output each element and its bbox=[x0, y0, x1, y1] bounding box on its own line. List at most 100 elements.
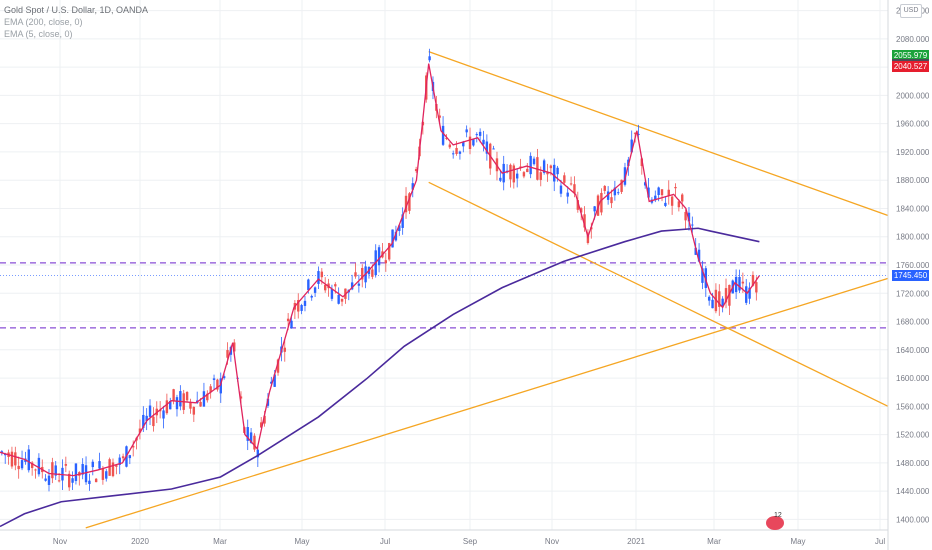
trendline bbox=[428, 181, 889, 407]
candle-body bbox=[462, 141, 465, 147]
candle-body bbox=[458, 151, 462, 154]
candle-body bbox=[515, 173, 519, 179]
candle-body bbox=[216, 379, 219, 390]
x-tick-label: Mar bbox=[707, 537, 721, 546]
candle-body bbox=[249, 432, 253, 443]
candle-body bbox=[98, 461, 101, 469]
candle-body bbox=[643, 182, 647, 186]
candle-body bbox=[121, 456, 125, 459]
candle-body bbox=[465, 129, 468, 133]
trendline bbox=[85, 277, 889, 529]
y-tick-label: 1600.000 bbox=[896, 374, 930, 383]
candle-body bbox=[445, 137, 448, 139]
candle-body bbox=[684, 211, 687, 221]
candle-body bbox=[603, 185, 606, 191]
candle-body bbox=[398, 225, 401, 231]
candle-body bbox=[84, 465, 88, 483]
y-tick-label: 1560.000 bbox=[896, 402, 930, 411]
candle-body bbox=[239, 396, 243, 399]
candle-body bbox=[674, 186, 677, 189]
candle-body bbox=[707, 296, 711, 301]
candle-body bbox=[263, 415, 266, 424]
candle-body bbox=[192, 406, 196, 415]
candle-body bbox=[361, 267, 364, 280]
candle-body bbox=[745, 286, 748, 303]
candle-body bbox=[253, 435, 256, 450]
candle-body bbox=[118, 457, 121, 465]
candle-body bbox=[226, 350, 229, 358]
candle-body bbox=[532, 158, 536, 165]
candle-body bbox=[529, 155, 532, 175]
candle-body bbox=[30, 462, 34, 469]
candle-body bbox=[448, 144, 452, 148]
candle-body bbox=[323, 284, 327, 291]
candle-body bbox=[71, 478, 74, 483]
y-tick-label: 1760.000 bbox=[896, 261, 930, 270]
candle-body bbox=[573, 184, 576, 194]
x-tick-label: May bbox=[294, 537, 309, 546]
y-tick-label: 1800.000 bbox=[896, 233, 930, 242]
y-tick-label: 1640.000 bbox=[896, 346, 930, 355]
candle-body bbox=[526, 168, 529, 173]
candle-body bbox=[310, 295, 313, 298]
candle-body bbox=[286, 318, 290, 322]
candle-body bbox=[623, 167, 627, 185]
candle-body bbox=[101, 468, 105, 480]
legend-ema5: EMA (5, close, 0) bbox=[4, 29, 73, 39]
candle-body bbox=[165, 400, 169, 414]
candle-body bbox=[492, 148, 495, 150]
candle-body bbox=[738, 276, 741, 291]
candle-body bbox=[179, 391, 182, 407]
candle-body bbox=[670, 196, 674, 206]
candle-body bbox=[438, 115, 441, 118]
candle-body bbox=[536, 157, 539, 180]
candle-body bbox=[522, 172, 526, 177]
candle-body bbox=[751, 274, 755, 286]
candle-body bbox=[677, 201, 681, 208]
candle-body bbox=[51, 462, 54, 479]
candle-body bbox=[549, 165, 553, 169]
candle-body bbox=[219, 378, 222, 394]
legend-title: Gold Spot / U.S. Dollar, 1D, OANDA bbox=[4, 5, 149, 15]
x-tick-label: Sep bbox=[463, 537, 478, 546]
candle-body bbox=[633, 132, 637, 134]
y-tick-label: 2080.000 bbox=[896, 35, 930, 44]
candle-body bbox=[88, 480, 91, 485]
legend-ema200: EMA (200, close, 0) bbox=[4, 17, 83, 27]
candle-body bbox=[697, 249, 701, 262]
candle-body bbox=[600, 192, 603, 213]
candle-body bbox=[637, 133, 640, 135]
candle-body bbox=[128, 455, 132, 459]
candle-body bbox=[441, 125, 445, 145]
candle-body bbox=[387, 243, 391, 260]
candle-body bbox=[576, 200, 580, 210]
candle-body bbox=[451, 153, 455, 155]
candle-body bbox=[276, 359, 280, 373]
candle-body bbox=[350, 282, 354, 290]
candle-body bbox=[222, 376, 226, 379]
y-tick-label: 1480.000 bbox=[896, 459, 930, 468]
currency-button[interactable]: USD bbox=[900, 4, 922, 18]
candle-body bbox=[681, 194, 684, 202]
candle-body bbox=[317, 271, 320, 284]
y-tick-label: 1520.000 bbox=[896, 431, 930, 440]
x-tick-label: Jul bbox=[380, 537, 390, 546]
candle-body bbox=[687, 212, 691, 222]
candle-body bbox=[408, 193, 411, 211]
candle-body bbox=[472, 139, 475, 146]
candle-body bbox=[377, 247, 381, 266]
candle-body bbox=[384, 260, 388, 264]
candle-body bbox=[411, 183, 414, 190]
candle-body bbox=[17, 465, 20, 470]
candle-body bbox=[68, 473, 71, 488]
candle-body bbox=[691, 224, 694, 226]
candle-body bbox=[657, 187, 660, 196]
candle-body bbox=[300, 305, 303, 311]
candle-body bbox=[47, 475, 51, 485]
candle-body bbox=[428, 56, 431, 61]
candle-body bbox=[199, 401, 202, 407]
y-tick-label: 1440.000 bbox=[896, 487, 930, 496]
candle-body bbox=[613, 187, 617, 196]
candle-body bbox=[81, 463, 84, 475]
